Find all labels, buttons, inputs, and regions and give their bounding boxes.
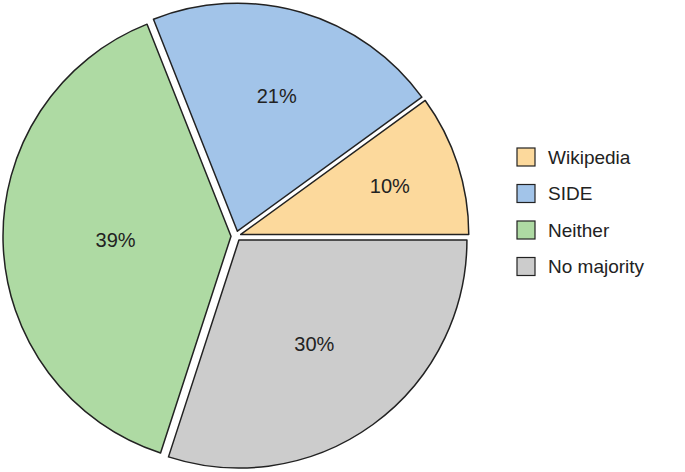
legend-swatch — [517, 258, 535, 276]
data-label: 10% — [370, 175, 410, 197]
legend-label: Wikipedia — [548, 147, 631, 168]
legend: Wikipedia SIDE Neither No majority — [517, 147, 645, 278]
chart: 10% 21% 39% 30% Wikipedia SIDE Neither No major… — [0, 0, 685, 472]
legend-label: No majority — [548, 256, 645, 277]
data-label: 39% — [96, 229, 136, 251]
data-labels: 10% 21% 39% 30% — [96, 85, 410, 355]
legend-label: Neither — [548, 220, 610, 241]
legend-swatch — [517, 148, 535, 166]
pie — [3, 3, 469, 468]
pie-slice — [168, 240, 466, 468]
legend-swatch — [517, 185, 535, 203]
legend-swatch — [517, 221, 535, 239]
legend-label: SIDE — [548, 183, 592, 204]
data-label: 21% — [257, 85, 297, 107]
data-label: 30% — [294, 333, 334, 355]
